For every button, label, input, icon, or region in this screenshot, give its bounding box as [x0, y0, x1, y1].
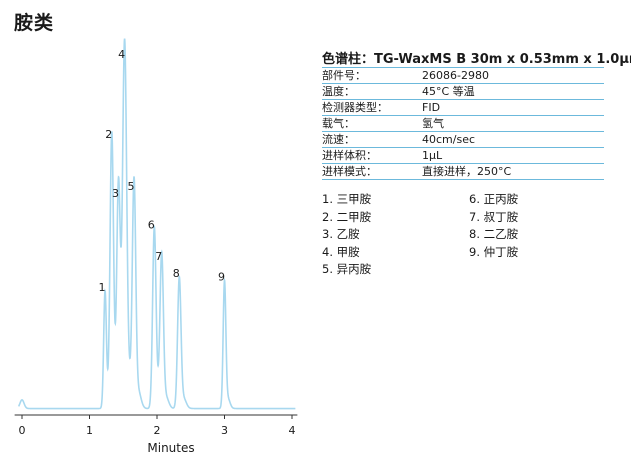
peak-label: 4 — [118, 48, 125, 61]
spec-row-flow-rate: 流速： 40cm/sec — [322, 132, 604, 148]
spec-label: 进样体积： — [322, 149, 377, 162]
spec-value: 45°C 等温 — [422, 85, 475, 98]
spec-table: 部件号： 26086-2980 温度： 45°C 等温 检测器类型： FID 载… — [322, 67, 604, 180]
chromatogram-trace — [17, 38, 296, 410]
peak-list-item: 9. 仲丁胺 — [469, 244, 519, 259]
peak-labels: 1 2 3 4 5 6 78 9 — [99, 48, 225, 294]
chromatogram-trace-group — [17, 38, 296, 410]
spec-value: 40cm/sec — [422, 133, 476, 146]
spec-value: 26086-2980 — [422, 69, 489, 82]
spec-label: 部件号： — [322, 69, 366, 82]
peak-list-item: 2. 二甲胺 — [322, 209, 372, 224]
peak-label: 6 — [148, 219, 155, 232]
peak-label: 2 — [105, 128, 112, 141]
peak-list-item: 4. 甲胺 — [322, 244, 360, 259]
peak-label: 5 — [128, 180, 135, 193]
peak-list-item: 1. 三甲胺 — [322, 192, 372, 206]
spec-value: 直接进样，250°C — [422, 165, 512, 178]
spec-label: 进样模式： — [322, 165, 377, 178]
x-tick-label: 4 — [289, 424, 296, 437]
peak-label: 1 — [99, 281, 106, 294]
peak-list-item: 7. 叔丁胺 — [469, 209, 519, 224]
column-title: 色谱柱：TG-WaxMS B 30m x 0.53mm x 1.0µm — [322, 52, 631, 67]
x-axis-ticks: 0 1 2 3 4 — [19, 415, 296, 437]
x-axis-title: Minutes — [147, 441, 194, 455]
spec-label: 载气： — [322, 117, 355, 130]
peak-list-item: 6. 正丙胺 — [469, 192, 519, 206]
spec-row-part-number: 部件号： 26086-2980 — [322, 68, 604, 84]
peak-label: 8 — [173, 267, 180, 280]
spec-row-temperature: 温度： 45°C 等温 — [322, 84, 604, 100]
spec-value: FID — [422, 101, 441, 114]
spec-value: 氢气 — [422, 117, 444, 130]
peak-list-item: 3. 乙胺 — [322, 227, 360, 241]
spec-label: 温度： — [322, 85, 355, 98]
peak-label: 7 — [155, 250, 162, 263]
peak-label: 3 — [112, 187, 119, 200]
x-tick-label: 0 — [19, 424, 26, 437]
peak-label: 9 — [218, 271, 225, 284]
peak-list-item: 8. 二乙胺 — [469, 227, 519, 241]
peak-list-item: 5. 异丙胺 — [322, 262, 372, 276]
spec-row-detector: 检测器类型： FID — [322, 100, 604, 116]
spec-row-carrier-gas: 载气： 氢气 — [322, 116, 604, 132]
x-tick-label: 2 — [154, 424, 161, 437]
spec-value: 1µL — [422, 149, 443, 162]
spec-row-injection-volume: 进样体积： 1µL — [322, 148, 604, 164]
x-tick-label: 3 — [221, 424, 228, 437]
spec-label: 检测器类型： — [322, 101, 388, 114]
spec-row-injection-mode: 进样模式： 直接进样，250°C — [322, 164, 604, 180]
peak-identification-list: 1. 三甲胺 6. 正丙胺 2. 二甲胺 7. 叔丁胺 3. 乙胺 8. 二乙胺… — [322, 191, 612, 279]
page-title: 胺类 — [14, 12, 55, 34]
x-tick-label: 1 — [86, 424, 93, 437]
spec-label: 流速： — [322, 133, 355, 146]
